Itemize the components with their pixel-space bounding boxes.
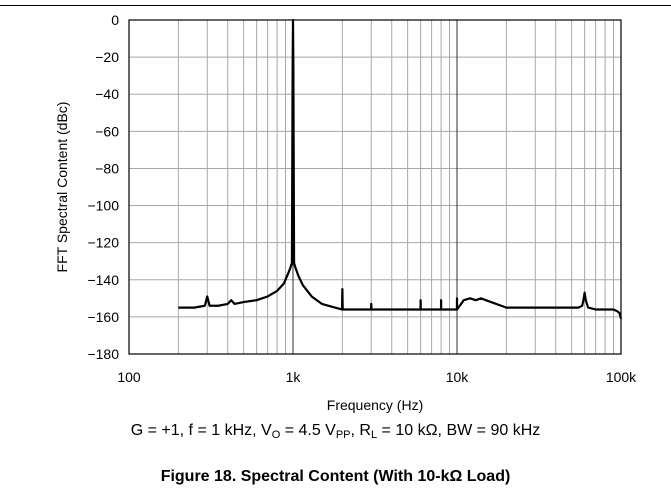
x-tick-label: 1k	[286, 369, 302, 385]
x-tick-label: 100	[117, 369, 141, 385]
conditions-rest: = 10 kΩ, BW = 90 kHz	[377, 422, 541, 439]
y-tick-label: −180	[87, 346, 119, 362]
vo-value: = 4.5 V	[280, 422, 336, 439]
x-tick-label: 10k	[446, 369, 470, 385]
y-tick-label: 0	[111, 12, 119, 28]
vo-subscript: O	[271, 429, 281, 441]
spectral-chart: 100 1k 10k 100k 0 −20 −40 −60 −80 −100 −120 −140 −1…	[54, 12, 637, 413]
x-tick-labels: 100 1k 10k 100k	[117, 369, 637, 385]
rl-text: , R	[350, 422, 371, 439]
vpp-subscript: PP	[335, 429, 351, 441]
y-tick-label: −40	[95, 86, 119, 102]
y-tick-label: −100	[87, 198, 119, 214]
y-axis-label: FFT Spectral Content (dBc)	[54, 102, 70, 273]
y-tick-labels: 0 −20 −40 −60 −80 −100 −120 −140 −160 −180	[87, 12, 119, 362]
rl-subscript: L	[370, 429, 378, 441]
series-line	[178, 18, 623, 320]
y-tick-label: −160	[87, 309, 119, 325]
y-tick-label: −120	[87, 235, 119, 251]
test-conditions: G = +1, f = 1 kHz, VO = 4.5 VPP, RL = 10…	[0, 422, 671, 441]
plot-frame	[128, 19, 622, 355]
conditions-text: G = +1, f = 1 kHz, V	[130, 422, 272, 439]
grid-lines	[129, 20, 621, 354]
y-tick-label: −140	[87, 272, 119, 288]
top-rule	[0, 5, 671, 6]
x-tick-label: 100k	[606, 369, 637, 385]
figure-caption: Figure 18. Spectral Content (With 10-kΩ …	[160, 468, 511, 485]
x-axis-label: Frequency (Hz)	[327, 397, 423, 413]
y-tick-label: −20	[95, 49, 119, 65]
series-layer	[178, 18, 623, 320]
y-tick-label: −80	[95, 160, 119, 176]
y-tick-label: −60	[95, 123, 119, 139]
